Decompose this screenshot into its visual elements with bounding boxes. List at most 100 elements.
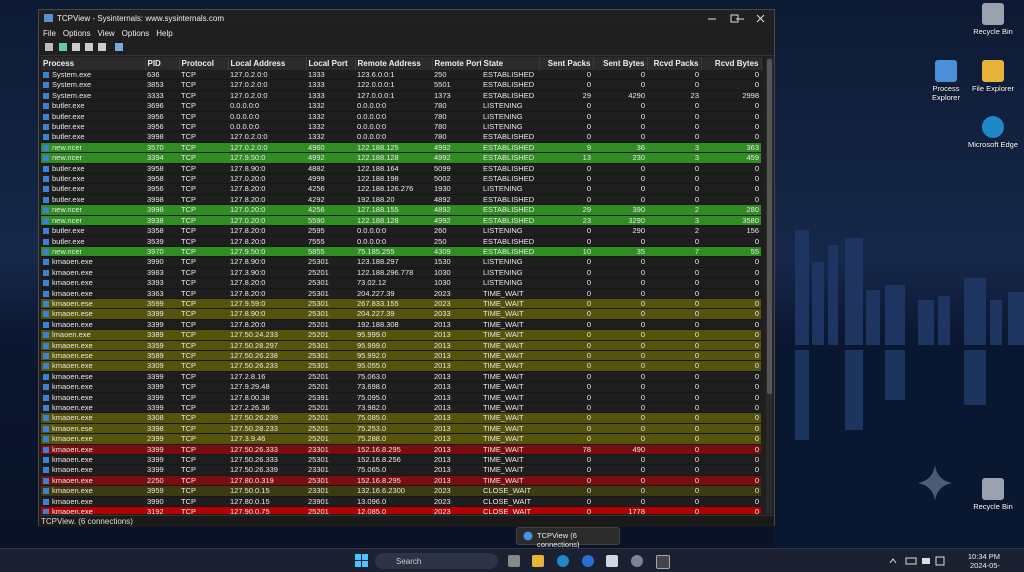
table-row[interactable]: System.exe 636 TCP 127.0.2.0:0 1333 123.6.0.0…	[41, 70, 761, 81]
table-row[interactable]: kmaoen.ese 3599 TCP 127.9.59:0 25301 267.833.…	[41, 298, 761, 310]
table-row[interactable]: butler.exe 3956 TCP 127.8.20:0 4256 122.188.1…	[41, 183, 761, 195]
table-cell: TCP	[179, 163, 228, 175]
table-row[interactable]: butler.exe 3956 TCP 0.0.0.0:0 1332 0.0.0.0:0 7…	[41, 111, 761, 123]
table-row[interactable]: new.ncer 3970 TCP 127.9.50:0 5855 75.185.255 4…	[41, 246, 761, 258]
table-cell: 25301	[306, 340, 355, 351]
table-cell: 127.8.20:0	[228, 319, 306, 331]
taskbar-app[interactable]	[557, 555, 569, 567]
column-header[interactable]: State	[481, 57, 540, 70]
table-row[interactable]: butler.exe 3958 TCP 127.8.90:0 4882 122.188.1…	[41, 163, 761, 175]
menu-item[interactable]: View	[97, 29, 115, 38]
column-header[interactable]: Remote Address	[355, 57, 433, 70]
desktop-icon[interactable]: File Explorer	[965, 60, 1021, 93]
table-row[interactable]: kmaoen.ese 3589 TCP 127.50.26.238 25301 95.99…	[41, 350, 761, 362]
taskbar-app[interactable]	[656, 555, 670, 569]
table-row[interactable]: kmaoen.exe 3399 TCP 127.50.26.333 23301 152.1…	[41, 444, 761, 456]
table-row[interactable]: kmaoen.ese 3399 TCP 127.8.90:0 25301 204.227.…	[41, 308, 761, 320]
clock[interactable]: 10:34 PM 2024-05-15	[962, 552, 1000, 572]
table-row[interactable]: butler.exe 3998 TCP 127.8.20:0 4292 192.188.2…	[41, 194, 761, 206]
table-row[interactable]: kmaoen.ese 3398 TCP 127.50.28.233 25201 75.25…	[41, 423, 761, 435]
table-row[interactable]: kmaoen.exe 3308 TCP 127.50.26.239 25201 75.08…	[41, 412, 761, 424]
column-header[interactable]: Rcvd Bytes	[701, 57, 762, 70]
table-row[interactable]: kmaoen.ese 3399 TCP 127.2.8.16 25201 75.063.0…	[41, 371, 761, 383]
table-cell: new.ncer	[41, 152, 145, 164]
column-header[interactable]: Protocol	[179, 57, 229, 70]
table-row[interactable]: System.exe 3333 TCP 127.0.2.0:0 1333 127.0.0.…	[41, 90, 761, 102]
table-row[interactable]: kmaoen.exe 3399 TCP 127.9.29.48 25201 73.698.…	[41, 381, 761, 393]
taskbar-app[interactable]	[508, 555, 520, 567]
table-cell: 0	[701, 100, 761, 112]
table-row[interactable]: kmaoen.exe 3393 TCP 127.8.20:0 25301 73.02.12…	[41, 277, 761, 289]
table-row[interactable]: kmaoen.exe 3399 TCP 127.50.26.339 23301 75.06…	[41, 464, 761, 476]
table-row[interactable]: kmaoen.exe 3192 TCP 127.90.0.75 25201 12.085.…	[41, 506, 761, 514]
menu-item[interactable]: Options	[62, 29, 91, 38]
taskbar-app[interactable]	[582, 555, 594, 567]
table-row[interactable]: lmaoen.exe 3389 TCP 127.50.24.233 25201 95.99…	[41, 329, 761, 341]
table-cell: LISTENING	[481, 225, 539, 237]
toolbar-icons[interactable]	[39, 39, 159, 55]
table-row[interactable]: butler.exe 3998 TCP 127.0.2.0:0 1332 0.0.0.0:…	[41, 131, 761, 143]
column-header[interactable]: PID	[145, 57, 180, 70]
table-cell: 0	[539, 381, 593, 393]
table-row[interactable]: kmaoen.exe 3363 TCP 127.8.20:0 25301 204.227.…	[41, 288, 761, 299]
process-icon	[43, 498, 49, 505]
table-row[interactable]: kmaoen.exe 3983 TCP 127.3.90:0 25201 122.188.…	[41, 267, 761, 279]
table-cell: 3398	[145, 423, 179, 435]
table-row[interactable]: kmaoen.exe 3990 TCP 127.80.0.15 23901 13.096.…	[41, 496, 761, 508]
table-cell: new.ncer	[41, 215, 145, 227]
column-header[interactable]: Sent Bytes	[593, 57, 648, 70]
system-tray[interactable]	[888, 555, 948, 567]
menu-item[interactable]: Help	[156, 29, 173, 38]
desktop-icon[interactable]: Microsoft Edge	[965, 116, 1021, 149]
table-cell: butler.exe	[41, 163, 145, 175]
table-row[interactable]: kmaoen.exe 3359 TCP 127.50.28.297 25301 95.99…	[41, 340, 761, 351]
table-cell: TCP	[179, 360, 228, 372]
table-row[interactable]: new.ncer 3570 TCP 127.0.2.0:0 4960 122.188.12…	[41, 142, 761, 154]
table-cell: 3363	[145, 288, 179, 299]
column-header[interactable]: Process	[41, 57, 146, 70]
table-row[interactable]: kmaoen.exe 3399 TCP 127.8.00.38 25391 75.095.…	[41, 392, 761, 404]
taskbar-app[interactable]	[606, 555, 618, 567]
taskbar-app[interactable]	[532, 555, 544, 567]
table-row[interactable]: System.exe 3853 TCP 127.0.2.0:0 1333 122.0.0.…	[41, 79, 761, 91]
table-row[interactable]: kmaoen.exe 3990 TCP 127.8.90:0 25301 123.188.…	[41, 256, 761, 268]
table-row[interactable]: new.ncer 3998 TCP 127.0.20:0 4256 127.188.155…	[41, 204, 761, 216]
desktop-icon[interactable]: Process Explorer	[918, 60, 974, 102]
table-row[interactable]: kmaoen.exe 3399 TCP 127.50.26.333 25301 152.1…	[41, 454, 761, 466]
table-row[interactable]: kmaoen.exe 2250 TCP 127.80.0.319 25301 152.16…	[41, 475, 761, 487]
scrollbar[interactable]	[766, 57, 773, 514]
table-row[interactable]: butler.exe 3358 TCP 127.8.20:0 2595 0.0.0.0:0…	[41, 225, 761, 237]
table-row[interactable]: butler.exe 3958 TCP 127.0.20:0 4999 122.188.1…	[41, 173, 761, 185]
desktop-icon[interactable]: Recycle Bin	[965, 478, 1021, 511]
table-row[interactable]: butler.exe 3539 TCP 127.8.20:0 7555 0.0.0.0:0…	[41, 236, 761, 247]
table-row[interactable]: kmaoen.exe 3309 TCP 127.50.26.233 25301 95.05…	[41, 360, 761, 372]
table-cell: TCP	[179, 267, 228, 279]
table-cell: 2023	[432, 288, 481, 299]
table-cell: 260	[432, 225, 481, 237]
table-row[interactable]: kmaoen.exe 2399 TCP 127.3.9.46 25201 75.288.0…	[41, 433, 761, 445]
search-box[interactable]: Search	[375, 553, 498, 569]
menu-item[interactable]: Options	[121, 29, 150, 38]
start-button[interactable]	[355, 554, 369, 568]
column-header[interactable]: Remote Port	[432, 57, 482, 70]
table-row[interactable]: kmaoen.exe 3959 TCP 127.50.0.15 23301 132.16.…	[41, 485, 761, 497]
process-icon	[43, 477, 49, 484]
table-row[interactable]: kmaoen.exe 3399 TCP 127.8.20:0 25201 192.188.…	[41, 319, 761, 331]
table-cell: TIME_WAIT	[481, 360, 539, 372]
column-header[interactable]: Sent Packs	[539, 57, 594, 70]
table-cell: 13	[539, 152, 593, 164]
table-cell: 0	[701, 79, 761, 91]
table-row[interactable]: butler.exe 3696 TCP 0.0.0.0:0 1332 0.0.0.0:0 7…	[41, 100, 761, 112]
table-row[interactable]: new.ncer 3394 TCP 127.9.50:0 4992 122.188.128…	[41, 152, 761, 164]
table-row[interactable]: kmaoen.exe 3399 TCP 127.2.26.36 25201 73.982.…	[41, 402, 761, 414]
table-row[interactable]: butler.exe 3956 TCP 0.0.0.0:0 1332 0.0.0.0:0 7…	[41, 121, 761, 133]
notification[interactable]: TCPView (6 connections)	[516, 527, 620, 549]
table-cell: 122.188.198	[355, 173, 432, 185]
column-header[interactable]: Local Port	[306, 57, 356, 70]
taskbar-app[interactable]	[631, 555, 643, 567]
menu-item[interactable]: File	[43, 29, 56, 38]
column-header[interactable]: Local Address	[228, 57, 307, 70]
table-row[interactable]: new.ncer 3938 TCP 127.0.20:0 5590 122.188.128…	[41, 215, 761, 227]
column-header[interactable]: Rcvd Packs	[647, 57, 702, 70]
desktop-icon[interactable]: Recycle Bin	[965, 3, 1021, 36]
